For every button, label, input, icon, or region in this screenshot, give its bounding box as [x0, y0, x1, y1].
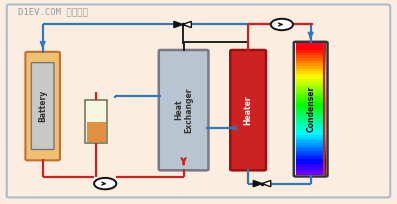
Bar: [296, 85, 326, 88]
Bar: [296, 98, 326, 101]
Bar: [296, 103, 326, 106]
Bar: [296, 48, 326, 51]
Bar: [296, 143, 326, 146]
Bar: [296, 95, 326, 99]
Bar: [296, 101, 326, 104]
Text: D1EV.COM 第一电动: D1EV.COM 第一电动: [18, 7, 88, 16]
Bar: [296, 164, 326, 167]
Bar: [87, 122, 106, 142]
Bar: [296, 53, 326, 56]
Bar: [296, 93, 326, 96]
Bar: [296, 77, 326, 80]
Bar: [85, 100, 107, 143]
Bar: [296, 124, 326, 128]
Bar: [296, 63, 326, 67]
FancyBboxPatch shape: [31, 63, 54, 150]
Bar: [296, 69, 326, 72]
FancyBboxPatch shape: [159, 50, 208, 170]
Bar: [296, 82, 326, 85]
Polygon shape: [183, 21, 191, 28]
Bar: [296, 135, 326, 138]
Text: Battery: Battery: [38, 90, 47, 122]
Bar: [296, 79, 326, 83]
Polygon shape: [253, 181, 262, 187]
Bar: [296, 109, 326, 112]
Bar: [296, 122, 326, 125]
Polygon shape: [262, 181, 271, 187]
FancyBboxPatch shape: [25, 52, 60, 160]
Circle shape: [94, 178, 116, 189]
Bar: [296, 42, 326, 45]
Bar: [296, 71, 326, 75]
Circle shape: [271, 19, 293, 30]
Bar: [296, 90, 326, 93]
Bar: [296, 50, 326, 53]
Bar: [296, 148, 326, 152]
Bar: [296, 55, 326, 59]
Bar: [296, 167, 326, 170]
Bar: [296, 162, 326, 165]
Bar: [296, 140, 326, 144]
Bar: [296, 106, 326, 109]
Bar: [296, 114, 326, 117]
Text: Heat
Exchanger: Heat Exchanger: [174, 87, 193, 133]
Bar: [296, 159, 326, 162]
FancyBboxPatch shape: [7, 4, 390, 197]
FancyBboxPatch shape: [230, 50, 266, 170]
Bar: [296, 61, 326, 64]
Bar: [296, 154, 326, 157]
Bar: [296, 127, 326, 130]
Bar: [296, 130, 326, 133]
Bar: [296, 116, 326, 120]
Bar: [296, 132, 326, 136]
Bar: [296, 119, 326, 122]
Bar: [296, 146, 326, 149]
Text: Heater: Heater: [244, 95, 252, 125]
Bar: [296, 58, 326, 61]
Bar: [296, 45, 326, 48]
Bar: [296, 156, 326, 160]
Bar: [296, 111, 326, 114]
Polygon shape: [174, 21, 183, 28]
Bar: [296, 151, 326, 154]
Bar: [296, 87, 326, 91]
Bar: [296, 138, 326, 141]
Bar: [296, 170, 326, 173]
Bar: [296, 74, 326, 77]
Text: Condenser: Condenser: [306, 86, 315, 132]
Bar: [296, 66, 326, 69]
Bar: [296, 172, 326, 175]
